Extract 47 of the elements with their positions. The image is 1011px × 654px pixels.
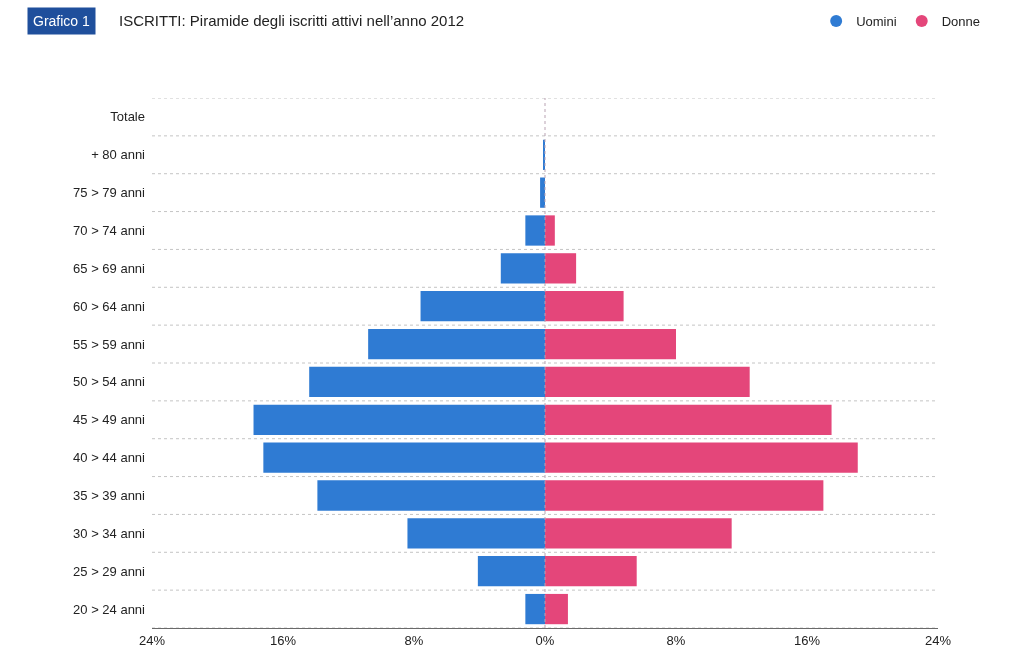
x-tick-label: 8% bbox=[404, 632, 424, 648]
y-tick-label: 55 > 59 anni bbox=[73, 336, 146, 352]
bar bbox=[545, 291, 624, 322]
bar bbox=[500, 253, 545, 284]
bar bbox=[545, 366, 750, 398]
bar bbox=[545, 253, 577, 284]
x-tick-label: 24% bbox=[924, 632, 952, 648]
bar bbox=[545, 328, 676, 360]
y-tick-label: 25 > 29 anni bbox=[73, 563, 146, 579]
y-tick-label: 65 > 69 anni bbox=[73, 260, 146, 276]
y-tick-label: 40 > 44 anni bbox=[73, 450, 146, 466]
bar bbox=[525, 593, 545, 625]
y-tick-label: 60 > 64 anni bbox=[73, 298, 146, 314]
y-tick-label: + 80 anni bbox=[91, 147, 146, 163]
y-tick-label: 35 > 39 anni bbox=[73, 488, 146, 504]
y-tick-label: 20 > 24 anni bbox=[73, 601, 146, 617]
bar bbox=[317, 480, 545, 511]
legend-label: Donne bbox=[941, 14, 981, 30]
bar bbox=[253, 404, 545, 435]
bar bbox=[407, 518, 545, 549]
y-tick-label: 45 > 49 anni bbox=[73, 412, 146, 428]
bar bbox=[263, 442, 545, 473]
bar bbox=[309, 366, 545, 398]
y-tick-label: Totale bbox=[110, 109, 145, 125]
bar bbox=[545, 215, 555, 246]
bar bbox=[545, 404, 832, 435]
bar bbox=[525, 215, 545, 246]
x-tick-label: 24% bbox=[138, 632, 166, 648]
bar bbox=[545, 442, 858, 473]
x-tick-label: 16% bbox=[793, 632, 821, 648]
bar bbox=[420, 291, 545, 322]
y-tick-label: 50 > 54 anni bbox=[73, 374, 146, 390]
legend-label: Uomini bbox=[856, 14, 897, 30]
x-tick-label: 8% bbox=[666, 632, 686, 648]
bar bbox=[545, 480, 824, 511]
y-tick-label: 30 > 34 anni bbox=[73, 525, 146, 541]
x-tick-label: 16% bbox=[269, 632, 297, 648]
y-tick-label: 75 > 79 anni bbox=[73, 185, 146, 201]
bar bbox=[545, 593, 568, 625]
chart-title: ISCRITTI: Piramide degli iscritti attivi nell’anno 2012 bbox=[119, 12, 465, 30]
text: Grafico 1 bbox=[33, 13, 91, 29]
bar bbox=[368, 328, 545, 360]
bar bbox=[545, 556, 637, 587]
y-tick-label: 70 > 74 anni bbox=[73, 223, 146, 239]
bar bbox=[545, 518, 732, 549]
bar bbox=[477, 556, 545, 587]
x-tick-label: 0% bbox=[535, 632, 555, 648]
